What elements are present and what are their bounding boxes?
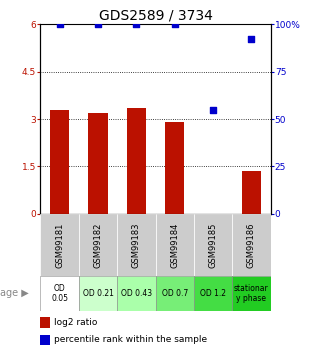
Point: [172, 21, 177, 27]
Bar: [40, 335, 50, 345]
Text: GSM99184: GSM99184: [170, 222, 179, 268]
Bar: [127, 108, 146, 214]
Bar: [232, 214, 271, 276]
Bar: [88, 113, 108, 214]
Text: GSM99182: GSM99182: [94, 222, 102, 268]
Text: OD 0.43: OD 0.43: [121, 289, 152, 298]
Point: [249, 37, 254, 42]
Text: stationar
y phase: stationar y phase: [234, 284, 269, 303]
Point: [57, 21, 62, 27]
Bar: [79, 214, 117, 276]
Bar: [79, 276, 117, 310]
Bar: [194, 214, 232, 276]
Point: [211, 107, 216, 112]
Text: age ▶: age ▶: [0, 288, 29, 298]
Text: percentile rank within the sample: percentile rank within the sample: [54, 335, 207, 344]
Bar: [165, 122, 184, 214]
Bar: [117, 276, 156, 310]
Bar: [50, 110, 69, 214]
Text: GSM99185: GSM99185: [209, 222, 217, 268]
Bar: [40, 276, 79, 310]
Text: GSM99181: GSM99181: [55, 222, 64, 268]
Text: OD 0.21: OD 0.21: [82, 289, 114, 298]
Text: OD 1.2: OD 1.2: [200, 289, 226, 298]
Bar: [156, 214, 194, 276]
Bar: [117, 214, 156, 276]
Bar: [232, 276, 271, 310]
Bar: [40, 214, 79, 276]
Text: GSM99186: GSM99186: [247, 222, 256, 268]
Bar: [40, 317, 50, 328]
Bar: [242, 171, 261, 214]
Text: OD
0.05: OD 0.05: [51, 284, 68, 303]
Bar: [156, 276, 194, 310]
Bar: [194, 276, 232, 310]
Text: log2 ratio: log2 ratio: [54, 318, 98, 327]
Point: [95, 21, 100, 27]
Point: [134, 21, 139, 27]
Title: GDS2589 / 3734: GDS2589 / 3734: [99, 9, 212, 23]
Text: OD 0.7: OD 0.7: [161, 289, 188, 298]
Text: GSM99183: GSM99183: [132, 222, 141, 268]
